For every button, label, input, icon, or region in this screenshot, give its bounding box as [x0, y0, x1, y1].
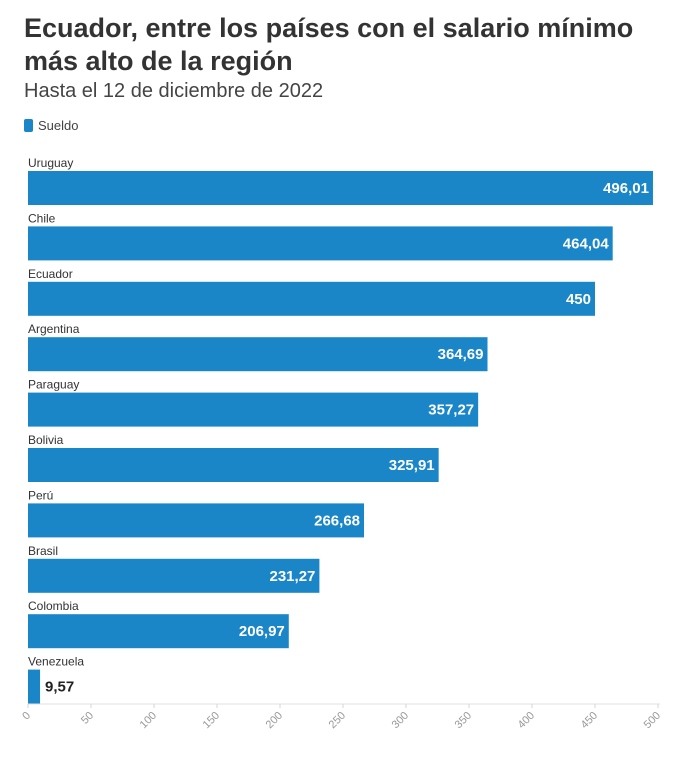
category-label: Paraguay: [28, 378, 79, 392]
value-label: 450: [566, 291, 591, 308]
legend: Sueldo: [24, 118, 78, 133]
x-tick-label: 200: [264, 710, 285, 731]
bar: [28, 448, 439, 482]
bar: [28, 281, 595, 316]
x-tick-label: 150: [201, 710, 222, 731]
x-tick-label: 300: [390, 710, 411, 731]
x-tick-label: 250: [327, 710, 348, 731]
category-label: Ecuador: [28, 267, 73, 281]
value-label: 206,97: [239, 623, 285, 640]
value-label: 496,01: [603, 180, 649, 197]
value-label: 266,68: [314, 512, 360, 529]
legend-swatch: [24, 119, 33, 132]
category-label: Bolivia: [28, 433, 64, 447]
category-label: Venezuela: [28, 655, 84, 669]
value-label: 231,27: [270, 568, 316, 585]
value-label: 325,91: [389, 457, 435, 474]
x-tick-label: 400: [516, 710, 537, 731]
x-tick-label: 500: [642, 710, 663, 731]
bar: [28, 614, 289, 649]
category-label: Chile: [28, 211, 56, 225]
legend-label: Sueldo: [38, 118, 79, 133]
x-tick-label: 450: [579, 710, 600, 731]
category-label: Perú: [28, 488, 53, 502]
value-label: 464,04: [563, 235, 610, 252]
value-label: 9,57: [45, 679, 74, 696]
bar: [28, 558, 320, 593]
bar: [28, 226, 613, 261]
category-label: Colombia: [28, 599, 79, 613]
bar: [28, 337, 488, 372]
bar: [28, 503, 365, 538]
category-label: Uruguay: [28, 156, 73, 170]
chart-title: Ecuador, entre los países con el salario…: [24, 13, 634, 76]
chart-subtitle: Hasta el 12 de diciembre de 2022: [24, 80, 324, 102]
bar: [28, 669, 41, 704]
x-tick-label: 0: [20, 710, 33, 723]
category-label: Argentina: [28, 322, 80, 336]
value-label: 364,69: [438, 346, 484, 363]
x-tick-label: 100: [138, 710, 159, 731]
value-label: 357,27: [428, 402, 474, 419]
x-tick-label: 50: [79, 710, 96, 727]
bar: [28, 171, 653, 205]
x-tick-label: 350: [453, 710, 474, 731]
bar: [28, 392, 479, 427]
category-label: Brasil: [28, 544, 58, 558]
